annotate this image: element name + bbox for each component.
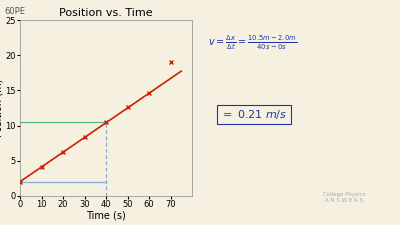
Text: $= \ 0.21 \ m/s$: $= \ 0.21 \ m/s$ [220, 108, 287, 121]
Y-axis label: Position (m): Position (m) [0, 79, 4, 137]
Title: Position vs. Time: Position vs. Time [59, 8, 153, 18]
Text: $v = \frac{\Delta x}{\Delta t} = \frac{10.5m - 2.0m}{40s - 0s}$: $v = \frac{\Delta x}{\Delta t} = \frac{1… [208, 34, 297, 52]
Text: 60PE: 60PE [4, 7, 25, 16]
Text: College Physics
A N S W E R S: College Physics A N S W E R S [323, 192, 365, 202]
X-axis label: Time (s): Time (s) [86, 210, 126, 220]
